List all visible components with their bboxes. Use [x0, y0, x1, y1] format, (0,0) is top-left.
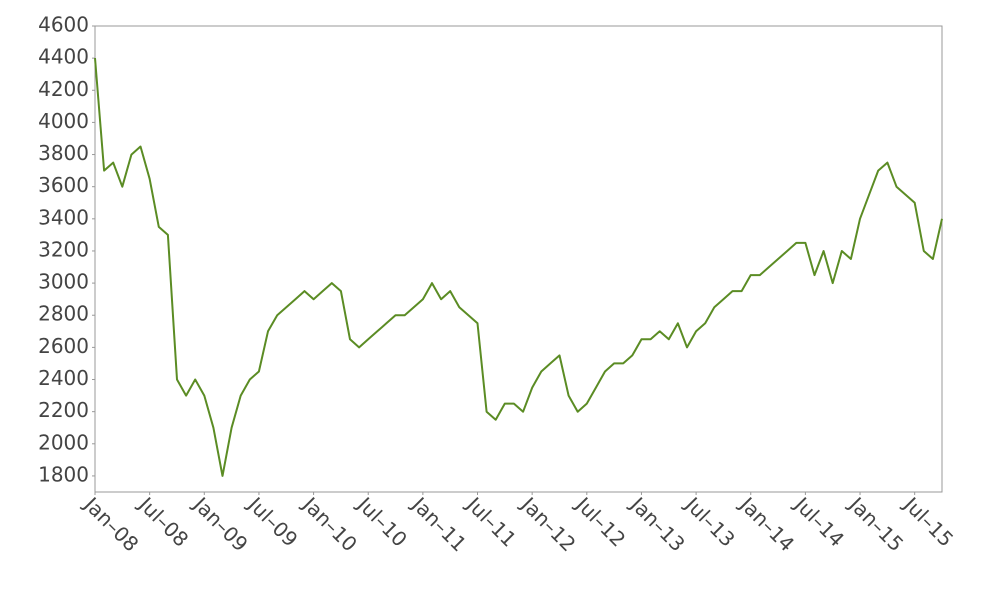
x-tick-label: Jul–12 — [570, 491, 631, 552]
y-tick-label: 2600 — [38, 334, 89, 358]
y-tick-label: 2200 — [38, 398, 89, 422]
y-tick-label: 3400 — [38, 205, 89, 229]
y-tick-label: 4400 — [38, 45, 89, 69]
y-tick-label: 2400 — [38, 366, 89, 390]
y-tick-label: 4000 — [38, 109, 89, 133]
x-tick-label: Jul–14 — [789, 491, 850, 552]
x-tick-label: Jul–08 — [133, 491, 194, 552]
x-tick-label: Jul–13 — [679, 491, 740, 552]
x-tick-label: Jan–09 — [187, 491, 252, 556]
y-tick-label: 2800 — [38, 302, 89, 326]
x-tick-label: Jul–11 — [461, 491, 522, 552]
y-tick-label: 3200 — [38, 237, 89, 261]
y-tick-label: 4600 — [38, 13, 89, 37]
y-tick-label: 3000 — [38, 270, 89, 294]
y-tick-label: 3600 — [38, 173, 89, 197]
x-tick-label: Jan–08 — [78, 491, 143, 556]
y-tick-label: 1800 — [38, 462, 89, 486]
x-tick-label: Jan–15 — [843, 491, 908, 556]
x-tick-label: Jan–13 — [625, 491, 690, 556]
y-tick-label: 4200 — [38, 77, 89, 101]
line — [94, 58, 943, 477]
y-tick-label: 2000 — [38, 430, 89, 454]
x-tick-label: Jan–12 — [515, 491, 580, 556]
y-tick-label: 3800 — [38, 141, 89, 165]
x-tick-label: Jan–11 — [406, 491, 471, 556]
x-tick-label: Jan–14 — [734, 491, 799, 556]
x-tick-label: Jul–09 — [242, 491, 303, 552]
x-tick-label: Jan–10 — [297, 491, 362, 556]
x-tick-label: Jul–15 — [898, 491, 959, 552]
plot-frame — [94, 25, 943, 493]
x-tick-label: Jul–10 — [351, 491, 412, 552]
